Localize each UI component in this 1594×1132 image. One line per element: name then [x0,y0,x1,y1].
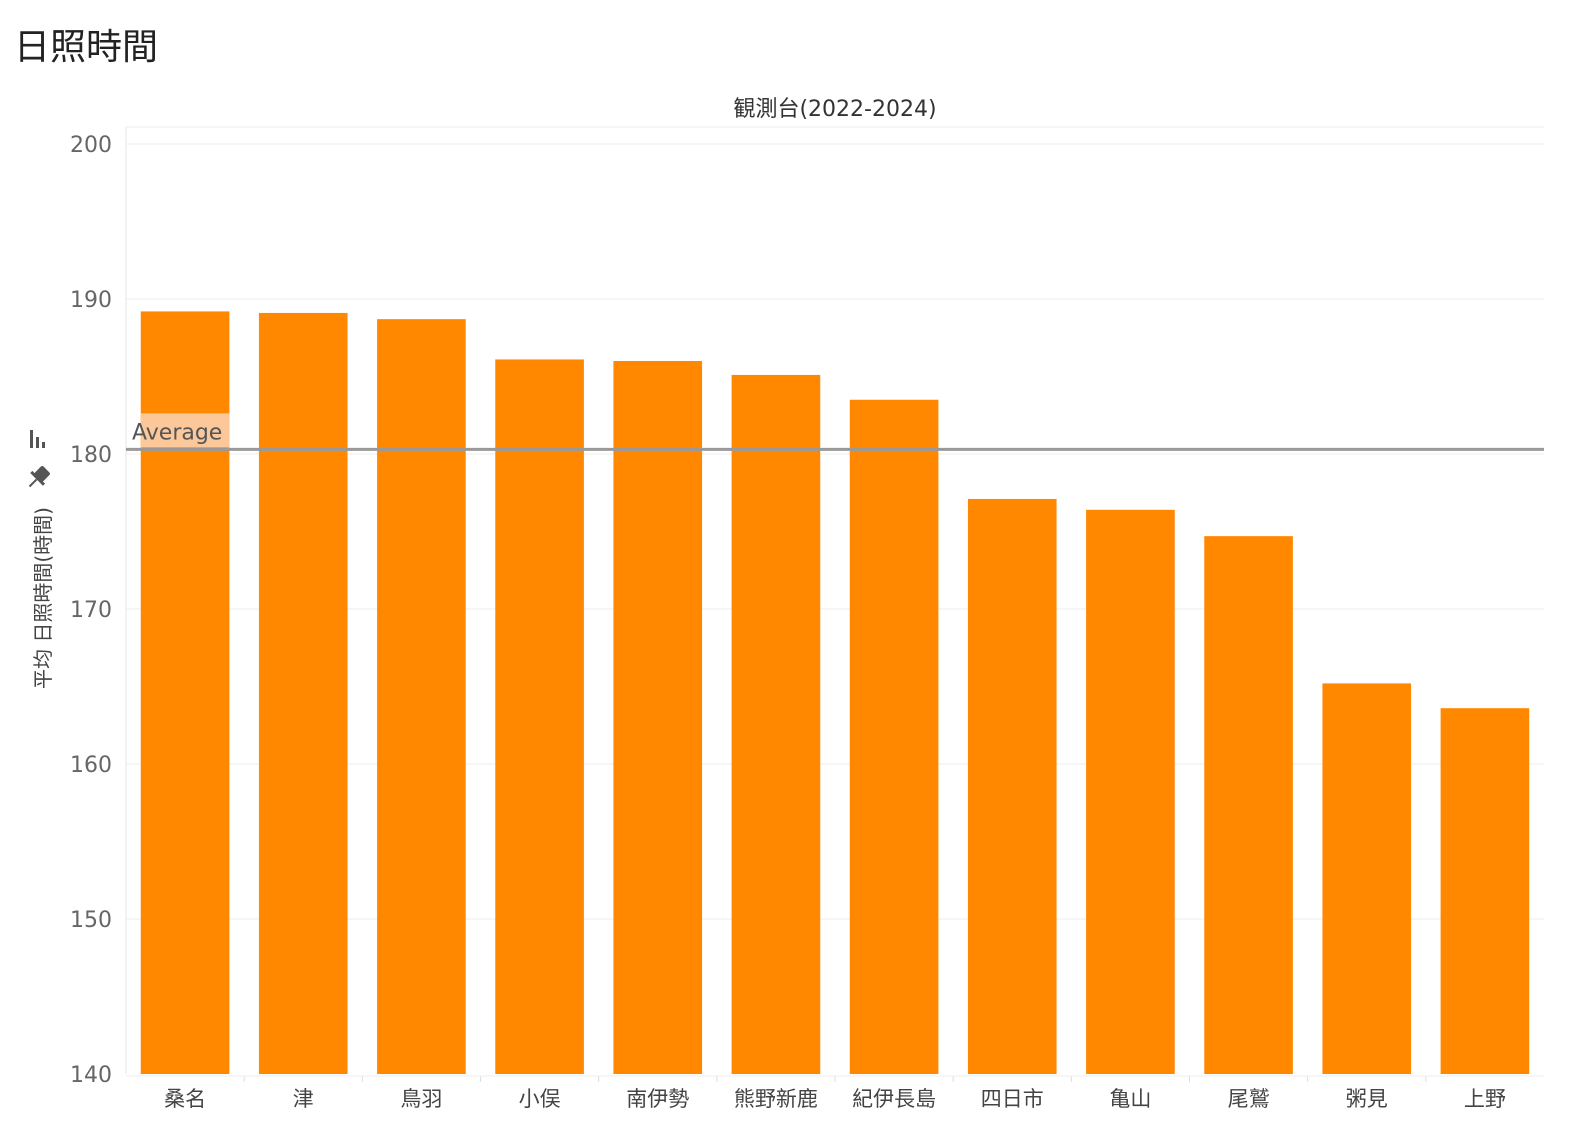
pin-icon[interactable] [23,463,53,493]
x-category-label: 桑名 [164,1087,206,1111]
x-category-label: 鳥羽 [400,1087,442,1111]
x-category-label: 熊野新鹿 [734,1087,818,1111]
x-category-label: 四日市 [981,1087,1044,1111]
average-label-background [140,413,230,448]
bar[interactable] [1204,536,1293,1074]
column-header: 観測台(2022-2024) [733,97,936,122]
bars [140,311,1530,1074]
x-category-label: 尾鷲 [1228,1087,1270,1111]
y-tick-label: 160 [70,753,112,778]
bar[interactable] [1086,509,1175,1074]
bar[interactable] [1440,708,1530,1074]
y-tick-label: 170 [70,598,112,623]
y-tick-label: 180 [70,443,112,468]
y-axis-title-group: 平均 日照時間(時間) [23,430,55,689]
x-category-label: 亀山 [1109,1087,1151,1111]
y-tick-label: 190 [70,288,112,313]
bar[interactable] [258,312,348,1074]
x-category-label: 南伊勢 [626,1087,689,1111]
y-axis-title: 平均 日照時間(時間) [31,507,55,689]
bar[interactable] [967,498,1057,1074]
x-category-label: 粥見 [1346,1087,1388,1111]
bar[interactable] [495,359,584,1074]
y-tick-label: 200 [70,133,112,158]
bar[interactable] [849,399,939,1074]
y-axis: 140 150 160 170 180 190 200 [70,133,112,1088]
gridlines [125,126,1544,1074]
x-category-label: 津 [293,1087,314,1111]
y-tick-label: 140 [70,1063,112,1088]
bar[interactable] [731,374,821,1074]
average-label: Average [132,420,222,445]
bar-chart-icon[interactable] [30,430,45,448]
bar[interactable] [377,319,466,1074]
x-axis: 桑名 津 鳥羽 小俣 南伊勢 熊野新鹿 紀伊長島 四日市 亀山 尾鷲 粥見 上野 [126,1075,1544,1111]
x-category-label: 紀伊長島 [852,1087,936,1111]
y-tick-label: 150 [70,908,112,933]
bar[interactable] [613,361,703,1074]
x-category-label: 小俣 [519,1087,561,1111]
bar[interactable] [1322,683,1412,1074]
average-reference-line: Average [126,413,1544,451]
x-category-label: 上野 [1464,1087,1506,1111]
page-title: 日照時間 [14,27,159,68]
